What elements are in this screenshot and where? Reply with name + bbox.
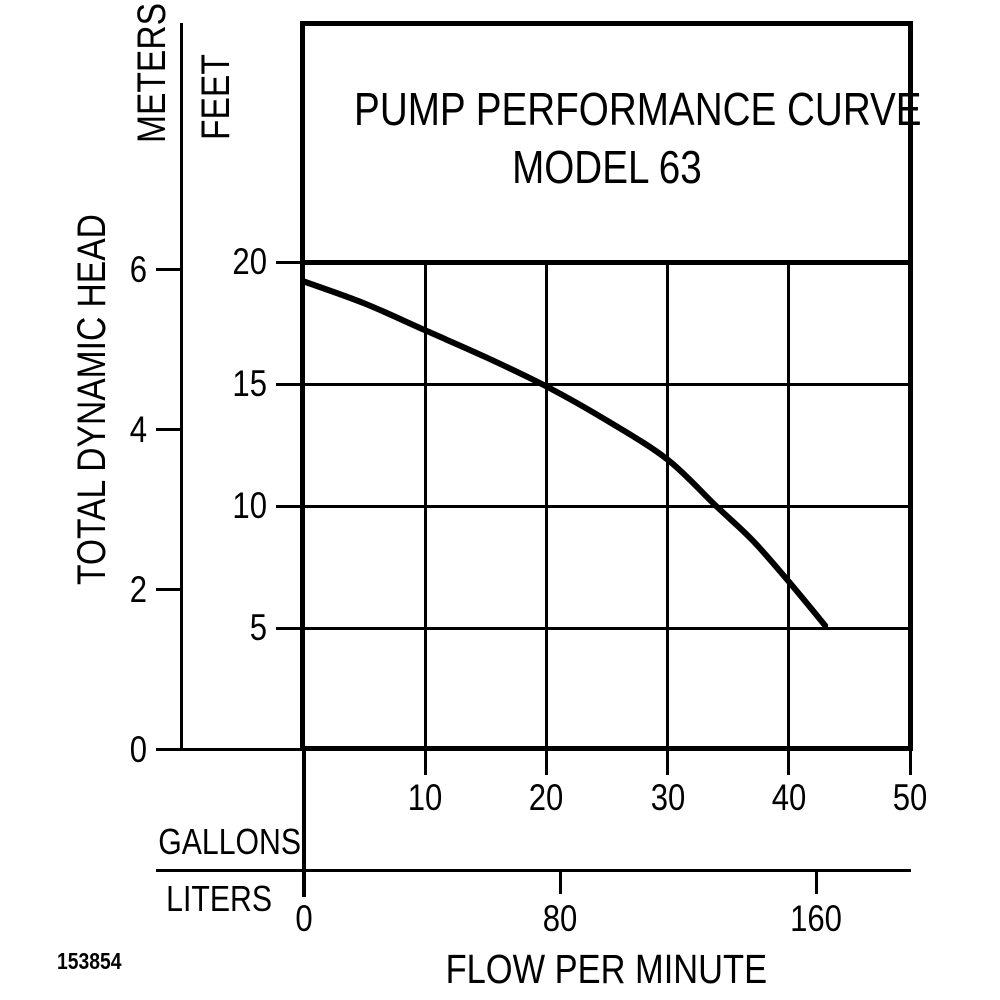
gallons-unit-label: GALLONS [60,822,301,862]
feet-tick-10 [276,504,303,508]
footnote-part-number: 153854 [57,949,134,973]
gallons-tick-label-30-text: 30 [650,777,685,818]
meters-tick-label-2-text: 2 [129,568,147,610]
liters-tick-80 [558,871,562,894]
feet-tick-label-10-text: 10 [232,485,267,526]
grid-h-15 [303,382,910,386]
meters-tick-label-2: 2 [126,568,147,610]
feet-tick-15 [276,382,303,386]
meters-tick-label-4-text: 4 [129,408,147,450]
gallons-tick-label-10-text: 10 [407,777,443,818]
meters-tick-2 [156,588,183,592]
feet-tick-label-10: 10 [226,486,267,526]
meters-tick-label-0-text: 0 [129,729,147,770]
grid-v-30 [666,262,670,750]
liters-tick-label-160-text: 160 [790,898,843,939]
feet-tick-label-5: 5 [246,608,267,648]
meters-tick-label-4: 4 [126,408,147,450]
liters-tick-label-80: 80 [540,899,581,939]
gallons-tick-label-50: 50 [889,778,930,818]
meters-tick-label-6: 6 [126,248,147,290]
gallons-tick-40 [787,751,791,775]
title-line1: PUMP PERFORMANCE CURVE [354,83,922,135]
x-axis-title: FLOW PER MINUTE [306,947,906,991]
gallons-tick-30 [666,751,670,775]
grid-v-20 [544,262,548,750]
feet-tick-label-20: 20 [226,242,267,282]
grid-h-10 [303,504,910,508]
feet-tick-5 [276,626,303,630]
meters-tick-6 [156,268,183,272]
gallons-tick-50 [908,751,912,775]
feet-tick-label-20-text: 20 [232,241,267,282]
feet-tick-20 [276,260,303,264]
meters-zero-line [156,748,304,751]
liters-unit-label: LITERS [60,879,272,919]
y-axis-title: TOTAL DYNAMIC HEAD [70,214,114,585]
meters-unit-label: METERS [130,2,174,144]
liters-tick-160 [814,871,818,894]
grid-v-10 [423,262,427,750]
meters-axis-line [180,23,183,750]
gallons-tick-10 [423,751,427,775]
gallons-tick-label-40: 40 [768,778,809,818]
x-axis-title-text: FLOW PER MINUTE [445,946,767,992]
gallons-tick-label-50-text: 50 [892,777,928,818]
gallons-unit-text: GALLONS [158,821,301,862]
flow-zero-tick [302,751,306,897]
gallons-tick-label-20-text: 20 [529,777,564,818]
feet-tick-label-15-text: 15 [232,363,267,404]
grid-h-5 [303,626,910,630]
meters-tick-label-6-text: 6 [129,248,147,290]
feet-tick-label-5-text: 5 [249,607,267,648]
feet-tick-label-15: 15 [226,364,267,404]
meters-tick-label-0: 0 [126,730,147,770]
liters-tick-label-0: 0 [294,899,315,939]
liters-tick-label-0-text: 0 [295,898,313,939]
liters-unit-text: LITERS [166,878,272,919]
grid-v-40 [787,262,791,750]
footnote-text: 153854 [57,948,122,974]
gallons-tick-label-30: 30 [647,778,688,818]
liters-axis-line [156,869,911,872]
title-box: PUMP PERFORMANCE CURVE MODEL 63 [300,80,922,196]
feet-unit-label: FEET [194,54,238,141]
gallons-tick-label-20: 20 [526,778,567,818]
title-line2: MODEL 63 [511,141,702,193]
liters-tick-label-80-text: 80 [542,898,578,939]
gallons-tick-20 [544,751,548,775]
meters-tick-4 [156,428,183,432]
gallons-tick-label-10: 10 [405,778,446,818]
gallons-tick-label-40-text: 40 [771,777,807,818]
feet-20-line [300,260,913,265]
liters-tick-label-160: 160 [785,899,847,939]
